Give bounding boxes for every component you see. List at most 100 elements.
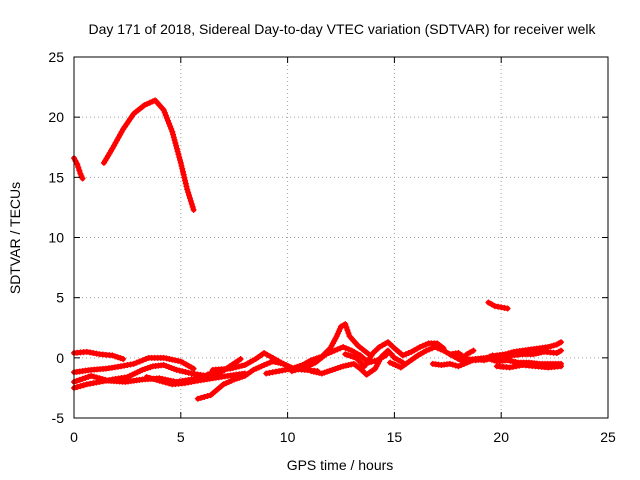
data-point (239, 373, 246, 380)
data-point (276, 368, 283, 375)
data-point (176, 367, 183, 374)
data-point (172, 357, 179, 364)
data-point (146, 99, 153, 106)
data-point (345, 346, 352, 353)
data-point (181, 174, 188, 181)
data-point (337, 364, 344, 371)
data-point (455, 363, 462, 370)
data-point (161, 109, 168, 116)
data-point (186, 195, 193, 202)
data-point (458, 362, 465, 369)
series-arc-n (342, 339, 447, 370)
data-point (112, 353, 119, 360)
y-tick-label: 10 (48, 230, 64, 246)
data-point (342, 351, 349, 358)
data-point (173, 366, 180, 373)
data-point (185, 379, 192, 386)
data-point (182, 180, 189, 187)
data-point (323, 351, 330, 358)
data-point (434, 345, 441, 352)
data-point (175, 151, 182, 158)
data-point (83, 348, 90, 355)
data-point (80, 382, 87, 389)
data-point (279, 367, 286, 374)
data-point (160, 354, 167, 361)
data-point (171, 137, 178, 144)
data-point (79, 175, 86, 182)
data-point (347, 353, 354, 360)
data-point (144, 365, 151, 372)
data-point (513, 363, 520, 370)
data-point (190, 206, 197, 213)
data-point (207, 370, 214, 377)
data-point (295, 366, 302, 373)
data-point (185, 189, 192, 196)
data-point (90, 380, 97, 387)
data-point (76, 376, 83, 383)
data-point (173, 142, 180, 149)
data-point (228, 377, 235, 384)
data-point (395, 363, 402, 370)
data-point (269, 369, 276, 376)
data-point (558, 363, 565, 370)
data-point (298, 365, 305, 372)
data-point (417, 344, 424, 351)
data-point (535, 350, 542, 357)
data-point (159, 378, 166, 385)
data-point (266, 369, 273, 376)
data-point (121, 362, 128, 369)
data-point (342, 321, 349, 328)
data-point (449, 361, 456, 368)
series-arc-t (446, 347, 565, 364)
data-point (313, 369, 320, 376)
data-point (93, 379, 100, 386)
data-point (507, 357, 514, 364)
data-point (170, 131, 177, 138)
data-point (188, 200, 195, 207)
data-point (93, 374, 100, 381)
data-point (310, 368, 317, 375)
data-point (509, 363, 516, 370)
data-point (467, 349, 474, 356)
data-point (399, 352, 406, 359)
data-point (304, 363, 311, 370)
data-point (264, 351, 271, 358)
data-point (153, 376, 160, 383)
data-point (483, 354, 490, 361)
y-axis-label: SDTVAR / TECUs (7, 182, 23, 294)
data-point (558, 339, 565, 346)
data-point (491, 303, 498, 310)
data-point (76, 167, 83, 174)
data-point (488, 301, 495, 308)
data-point (282, 366, 289, 373)
data-point (190, 365, 197, 372)
series-arc-s (493, 362, 565, 371)
data-point (117, 363, 124, 370)
data-point (179, 165, 186, 172)
data-point (164, 117, 171, 124)
data-point (186, 192, 193, 199)
data-point (506, 364, 513, 371)
data-point (263, 370, 270, 377)
data-point (422, 341, 429, 348)
data-point (486, 353, 493, 360)
data-point (334, 365, 341, 372)
data-point (509, 358, 516, 365)
data-point (142, 356, 149, 363)
data-point (191, 378, 198, 385)
data-point (331, 347, 338, 354)
data-point (231, 376, 238, 383)
data-point (176, 154, 183, 161)
data-point (99, 376, 106, 383)
data-point (387, 359, 394, 366)
data-point (292, 367, 299, 374)
data-point (141, 102, 148, 109)
data-point (163, 355, 170, 362)
data-point (405, 350, 412, 357)
data-point (79, 375, 86, 382)
data-point (261, 362, 268, 369)
data-point (156, 377, 163, 384)
x-tick-label: 15 (387, 429, 403, 445)
data-point (173, 145, 180, 152)
